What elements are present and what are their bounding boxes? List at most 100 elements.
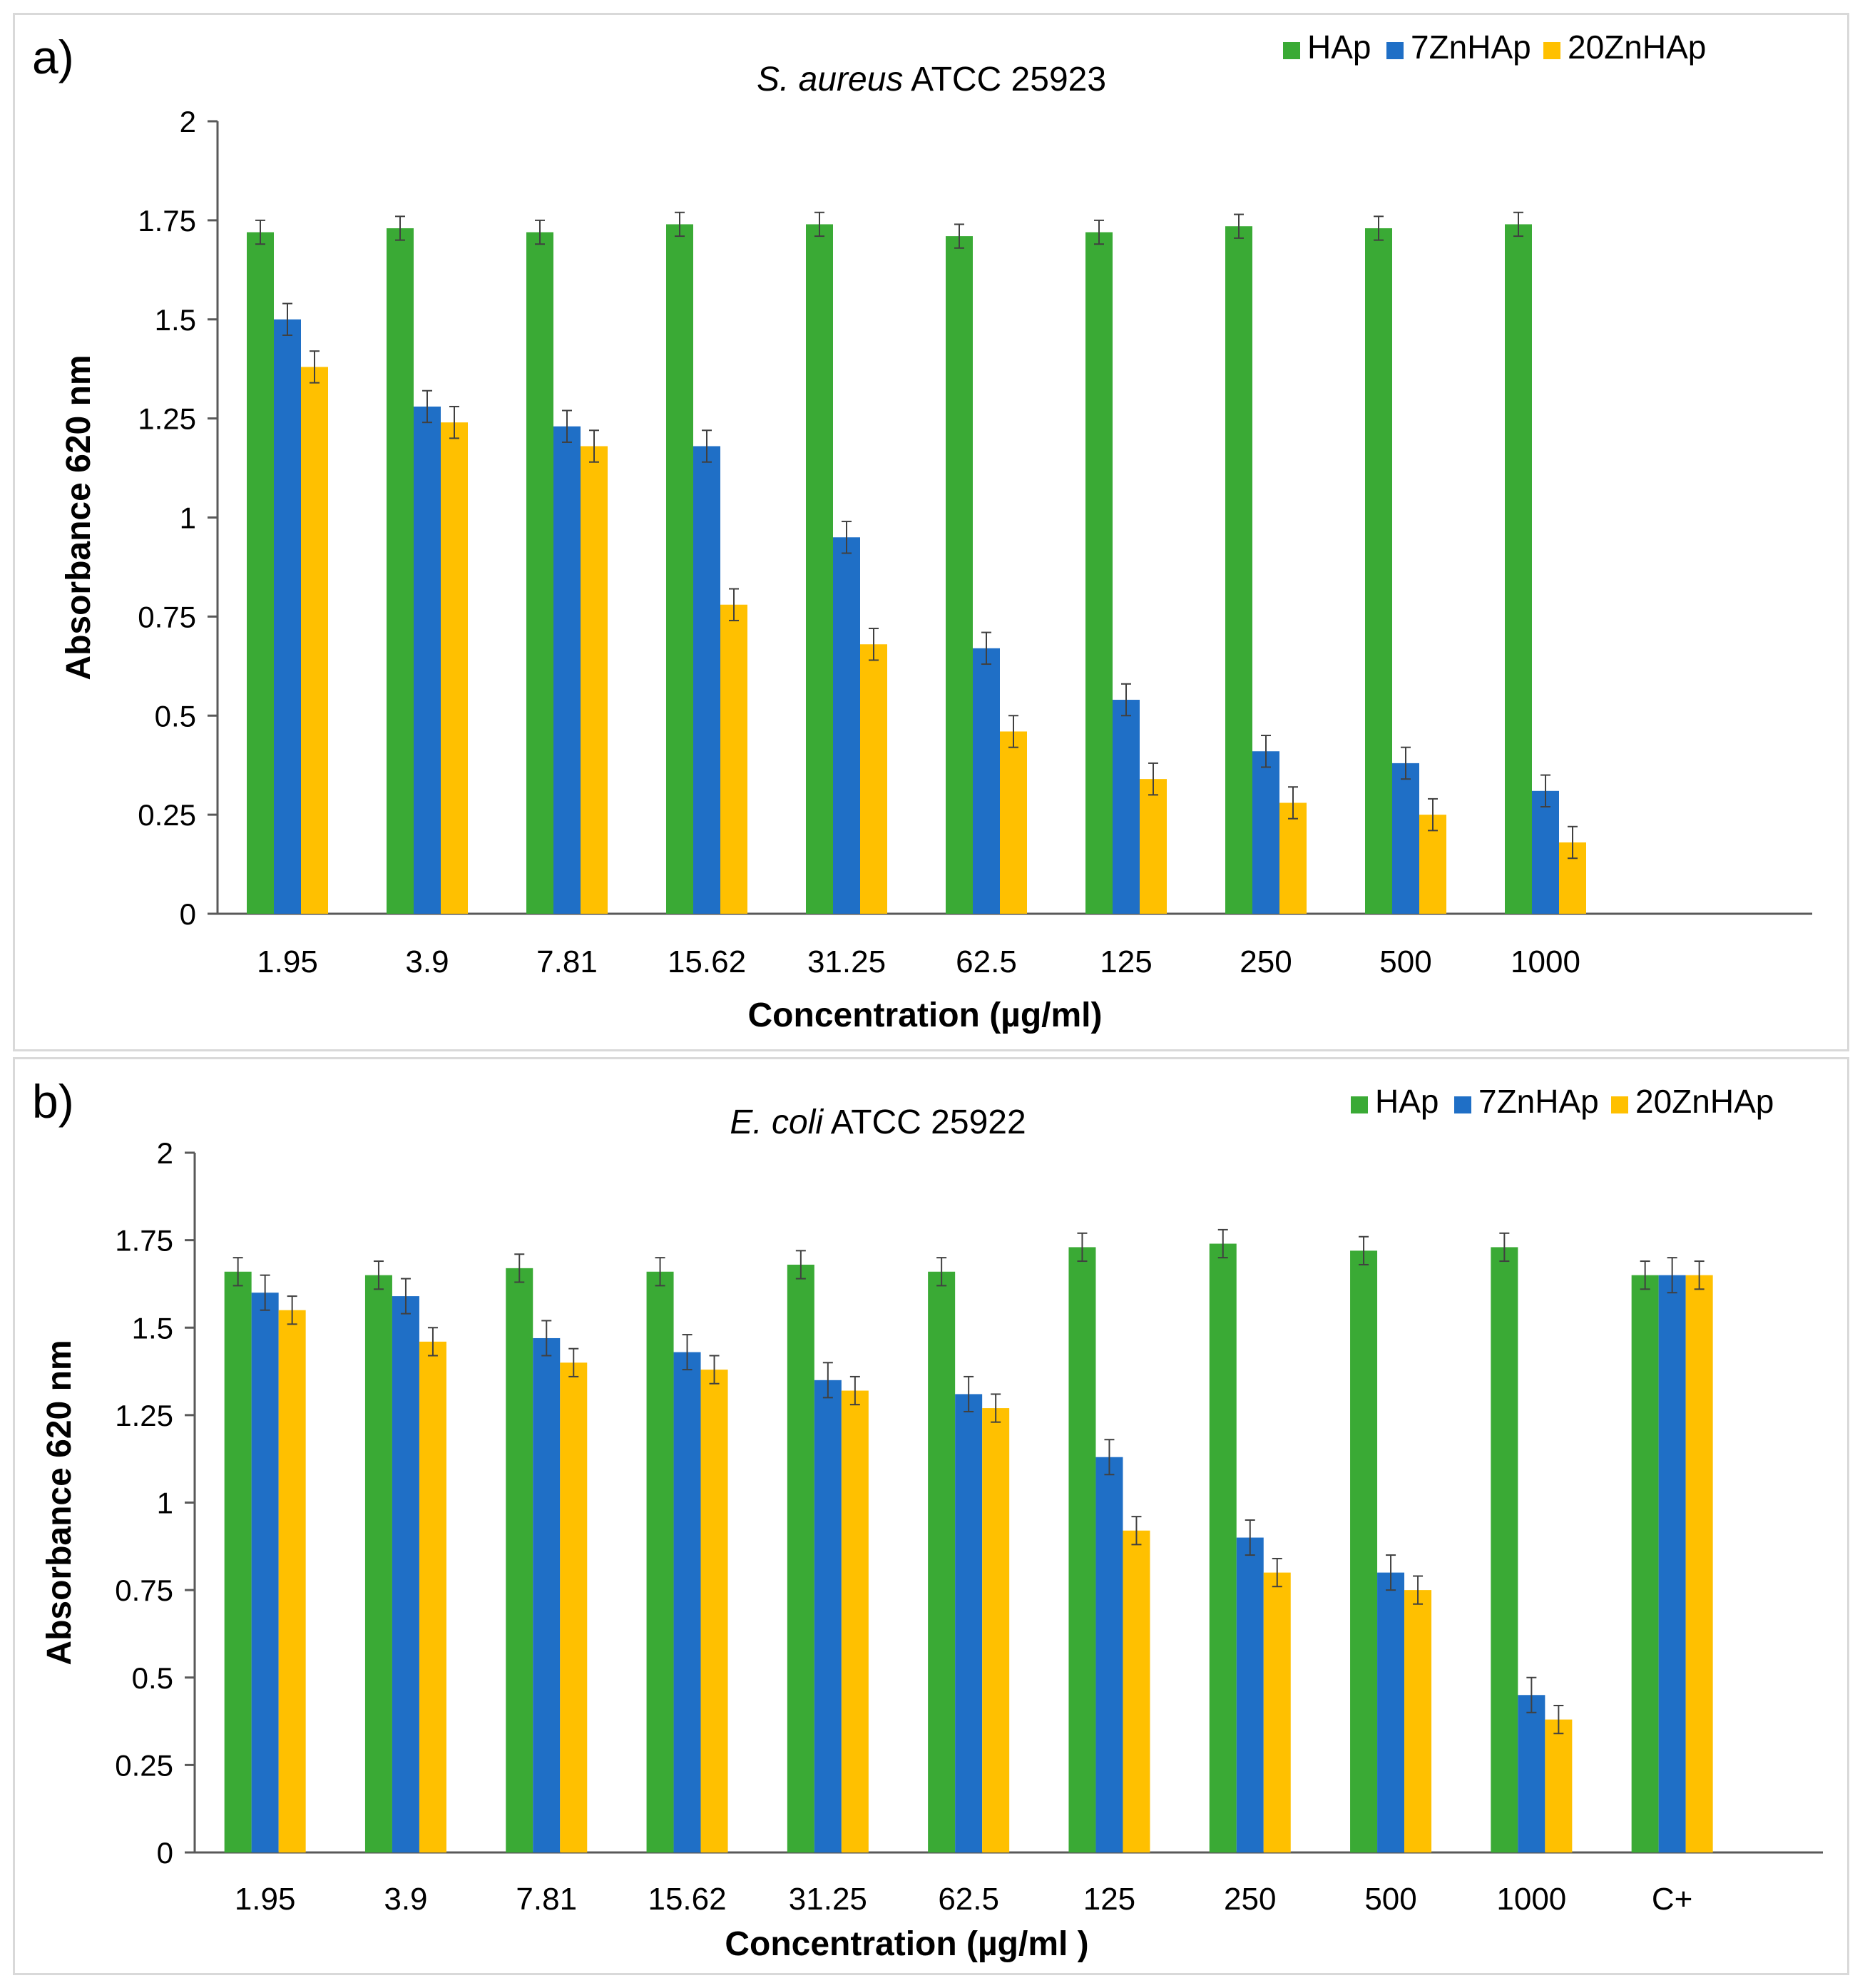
y-tick-label: 1.25 <box>115 1399 173 1432</box>
x-tick-label: 125 <box>1083 1882 1135 1917</box>
y-tick-label: 0.75 <box>115 1574 173 1607</box>
bar-20ZnHAp <box>700 1370 728 1852</box>
legend-label-7ZnHAp: 7ZnHAp <box>1411 29 1531 66</box>
x-tick-label: 1000 <box>1511 944 1580 979</box>
y-tick-label: 1 <box>157 1487 173 1520</box>
bar-HAp <box>1209 1243 1237 1852</box>
bar-20ZnHAp <box>560 1362 588 1852</box>
bar-20ZnHAp <box>1404 1590 1432 1852</box>
bar-HAp <box>806 224 833 914</box>
bar-HAp <box>787 1264 814 1852</box>
bar-20ZnHAp <box>278 1310 306 1852</box>
bar-7ZnHAp <box>1236 1537 1264 1852</box>
x-tick-label: 7.81 <box>536 944 598 979</box>
legend-swatch-HAp <box>1283 42 1300 59</box>
bar-HAp <box>387 228 414 914</box>
bar-7ZnHAp <box>1377 1572 1405 1852</box>
chart-b-svg: b) E. coli ATCC 25922 HAp 7ZnHAp 20ZnHAp 0 0.2… <box>32 1075 1823 1963</box>
bar-20ZnHAp <box>419 1341 446 1852</box>
y-axis-title-a: Absorbance 620 nm <box>60 355 98 680</box>
bar-7ZnHAp <box>673 1352 701 1852</box>
x-tick-label: 62.5 <box>956 944 1017 979</box>
chart-title-species-a: S. aureus <box>757 61 903 98</box>
y-tick-label: 0.75 <box>138 600 196 633</box>
bar-HAp <box>946 236 973 914</box>
bar-20ZnHAp <box>982 1408 1010 1852</box>
bar-HAp <box>506 1268 533 1852</box>
y-tick-label: 2 <box>157 1136 173 1170</box>
bar-7ZnHAp <box>1518 1695 1545 1852</box>
bar-20ZnHAp <box>1140 779 1167 914</box>
bar-HAp <box>1350 1250 1378 1852</box>
chart-title-strain-b: ATCC 25922 <box>823 1103 1026 1141</box>
x-tick-label: 250 <box>1224 1882 1276 1917</box>
y-tick-label: 1 <box>180 501 196 535</box>
x-tick-label: 15.62 <box>648 1882 726 1917</box>
bar-20ZnHAp <box>1279 802 1307 914</box>
bar-7ZnHAp <box>814 1380 842 1852</box>
legend-label-20ZnHAp: 20ZnHAp <box>1568 29 1706 66</box>
bar-7ZnHAp <box>274 319 301 914</box>
y-tick-label: 2 <box>180 105 196 138</box>
bar-HAp <box>364 1275 392 1852</box>
y-tick-label: 1.5 <box>132 1311 173 1345</box>
x-tick-label: 500 <box>1364 1882 1416 1917</box>
y-axis-title-b: Absorbance 620 nm <box>41 1340 78 1665</box>
legend-label-20ZnHAp: 20ZnHAp <box>1635 1083 1774 1120</box>
chart-title-a: S. aureus ATCC 25923 <box>757 61 1106 98</box>
legend-label-HAp: HAp <box>1375 1083 1439 1120</box>
bar-20ZnHAp <box>441 422 468 914</box>
bar-HAp <box>1225 226 1252 914</box>
bar-20ZnHAp <box>1545 1719 1573 1852</box>
x-tick-label: 500 <box>1379 944 1431 979</box>
x-tick-label: 31.25 <box>807 944 886 979</box>
bar-20ZnHAp <box>860 644 887 914</box>
x-tick-label: 31.25 <box>789 1882 867 1917</box>
bar-20ZnHAp <box>1685 1275 1713 1852</box>
bar-20ZnHAp <box>301 367 328 914</box>
chart-panel-b: b) E. coli ATCC 25922 HAp 7ZnHAp 20ZnHAp 0 0.2… <box>13 1057 1849 1975</box>
x-tick-label: 3.9 <box>405 944 449 979</box>
x-tick-label: 1000 <box>1496 1882 1566 1917</box>
x-tick-label: 62.5 <box>938 1882 999 1917</box>
bar-7ZnHAp <box>955 1394 983 1852</box>
bar-HAp <box>1085 232 1113 914</box>
bar-7ZnHAp <box>1095 1457 1123 1852</box>
legend-label-7ZnHAp: 7ZnHAp <box>1478 1083 1599 1120</box>
bar-7ZnHAp <box>1252 751 1279 914</box>
legend-swatch-HAp <box>1351 1096 1368 1113</box>
y-tick-label: 0.5 <box>132 1661 173 1695</box>
bar-7ZnHAp <box>1532 790 1559 914</box>
bar-HAp <box>646 1271 674 1852</box>
x-axis-title-b: Concentration (µg/ml ) <box>725 1925 1088 1963</box>
chart-title-b: E. coli ATCC 25922 <box>730 1103 1026 1141</box>
bar-7ZnHAp <box>973 648 1000 914</box>
bar-20ZnHAp <box>720 604 747 914</box>
bar-7ZnHAp <box>553 426 581 914</box>
bar-HAp <box>1365 228 1392 914</box>
y-tick-label: 1.75 <box>138 204 196 238</box>
chart-a-svg: a) S. aureus ATCC 25923 HAp 7ZnHAp 20ZnHAp 0 0… <box>32 29 1812 1034</box>
y-tick-label: 1.75 <box>115 1224 173 1258</box>
bar-20ZnHAp <box>1000 731 1027 914</box>
y-tick-label: 0 <box>157 1836 173 1870</box>
legend-swatch-7ZnHAp <box>1454 1096 1471 1113</box>
bar-7ZnHAp <box>1113 700 1140 914</box>
x-tick-label: 7.81 <box>516 1882 577 1917</box>
y-tick-label: 0.25 <box>115 1748 173 1782</box>
bar-7ZnHAp <box>693 446 720 914</box>
bar-20ZnHAp <box>1263 1572 1291 1852</box>
bar-7ZnHAp <box>1658 1275 1686 1852</box>
bar-7ZnHAp <box>251 1293 279 1852</box>
bar-7ZnHAp <box>533 1337 561 1852</box>
bar-7ZnHAp <box>1392 763 1419 914</box>
y-tick-label: 0.5 <box>155 699 196 733</box>
x-tick-label: C+ <box>1652 1882 1692 1917</box>
x-tick-label: 1.95 <box>257 944 318 979</box>
bar-HAp <box>1631 1275 1659 1852</box>
panel-label-b: b) <box>32 1075 74 1128</box>
bar-20ZnHAp <box>1123 1530 1150 1852</box>
legend-swatch-20ZnHAp <box>1543 42 1560 59</box>
x-axis-title-a: Concentration (µg/ml) <box>748 996 1103 1034</box>
bar-HAp <box>1491 1247 1518 1852</box>
